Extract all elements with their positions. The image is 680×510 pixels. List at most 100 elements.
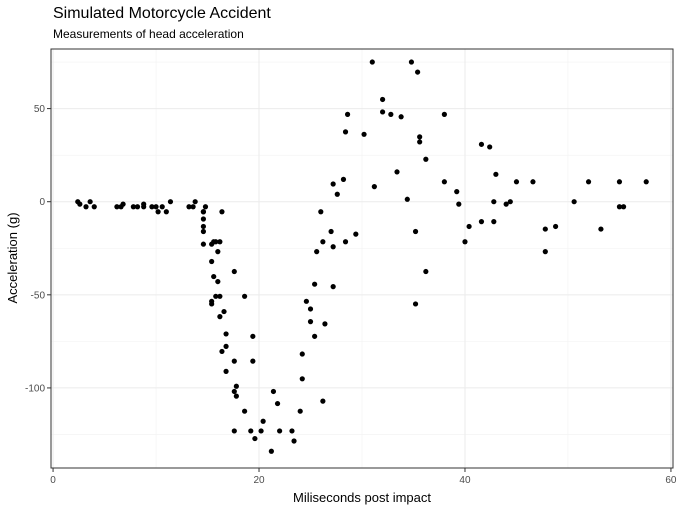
data-point [314,249,320,255]
data-point [250,358,256,364]
data-point [330,181,336,187]
data-point [120,201,126,207]
data-point [211,273,217,280]
data-point [423,268,429,275]
data-point [408,59,415,65]
data-point [423,156,429,162]
data-point [200,216,207,222]
data-point [303,298,309,304]
x-axis-title: Miliseconds post impact [293,490,431,505]
data-point [466,223,472,230]
data-point [616,179,623,185]
data-point [585,179,592,185]
data-point [215,249,221,255]
x-axis: 0 20 40 60 [50,468,677,486]
data-point [320,239,326,245]
data-point [415,69,421,75]
data-point [223,331,229,337]
data-point [219,348,225,355]
y-tick-label: 0 [39,197,45,208]
data-point [478,141,485,147]
data-point [87,199,93,205]
data-point [412,301,419,307]
data-point [297,408,303,414]
data-point [221,308,227,315]
y-tick-label: -100 [25,383,45,394]
data-point [252,435,258,442]
chart-title: Simulated Motorcycle Accident [53,5,271,22]
data-point [361,131,367,137]
data-point [231,428,237,434]
plot-panel [50,48,674,469]
y-tick-label: 50 [34,104,46,115]
data-point [503,201,509,207]
x-tick-label: 40 [459,475,471,486]
y-axis: -100 -50 0 50 [25,104,51,394]
data-point [260,418,266,424]
data-point [217,314,223,320]
data-point [213,239,219,245]
data-point [334,191,340,197]
data-point [404,196,410,202]
data-point [553,223,559,230]
data-points [75,59,649,454]
data-point [340,176,347,182]
data-point [200,241,207,247]
data-point [322,321,328,327]
data-point [318,209,324,215]
data-point [277,428,283,434]
data-point [379,96,386,103]
data-point [312,281,318,287]
data-point [491,199,497,205]
chart-subtitle: Measurements of head acceleration [53,27,244,41]
data-point [299,376,305,382]
data-point [507,199,513,205]
data-point [134,204,141,210]
data-point [291,438,297,444]
data-point [598,226,604,232]
data-point [217,293,223,299]
data-point [491,219,497,225]
y-axis-title: Acceleration (g) [5,212,20,303]
data-point [394,169,400,175]
data-point [571,199,577,205]
data-point [542,249,548,255]
data-point [487,144,493,150]
data-point [223,368,229,374]
data-point [441,179,447,185]
data-point [155,209,161,215]
data-point [371,184,377,190]
data-point [200,209,207,215]
data-point [248,428,254,434]
data-point [643,179,649,185]
data-point [328,228,334,235]
data-point [513,179,520,185]
data-point [215,278,221,285]
data-point [130,204,136,210]
data-point [209,258,215,265]
data-point [388,111,394,117]
data-point [342,129,349,135]
data-point [530,179,536,185]
data-point [274,400,281,407]
data-point [320,398,326,404]
data-point [289,428,295,434]
data-point [330,244,336,250]
major-gridlines [51,49,673,468]
data-point [454,189,460,195]
data-point [141,204,147,210]
data-point [231,358,237,364]
data-point [163,209,169,215]
data-point [417,134,423,140]
data-point [398,114,404,120]
data-point [149,204,155,210]
x-tick-label: 60 [665,475,677,486]
x-tick-label: 20 [253,475,265,486]
data-point [231,388,237,395]
data-point [192,199,198,205]
data-point [213,293,219,299]
data-point [219,209,225,215]
data-point [233,383,239,389]
data-point [83,204,89,210]
